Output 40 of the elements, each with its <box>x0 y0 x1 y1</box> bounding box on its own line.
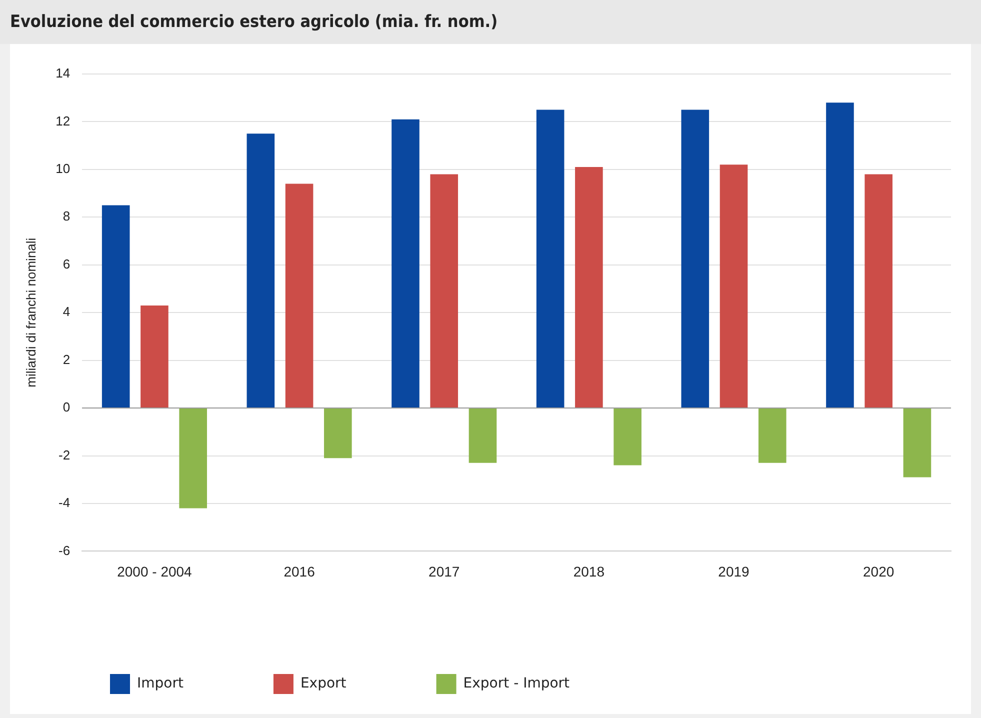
y-tick-label: 8 <box>62 208 70 224</box>
y-tick-label: -4 <box>58 495 70 510</box>
y-tick-label: -6 <box>58 542 70 558</box>
x-tick-label: 2016 <box>284 563 316 580</box>
y-tick-label: 10 <box>56 161 70 176</box>
y-axis-title: miliardi di franchi nominali <box>23 238 38 388</box>
bar <box>864 174 892 408</box>
bar <box>468 408 497 463</box>
x-tick-label: 2000 - 2004 <box>117 563 192 580</box>
bar <box>285 184 314 408</box>
x-tick-label: 2019 <box>718 563 750 580</box>
y-tick-label: 4 <box>62 304 70 320</box>
bar <box>758 408 786 463</box>
y-tick-label: 6 <box>62 256 70 272</box>
bar <box>392 119 420 408</box>
bar <box>575 167 603 408</box>
y-tick-label: 14 <box>56 66 70 81</box>
y-tick-label: 12 <box>56 113 70 128</box>
bar <box>903 408 932 478</box>
bar <box>536 110 564 408</box>
legend-label: Export <box>300 676 347 692</box>
bar <box>720 164 748 408</box>
chart-title: Evoluzione del commercio estero agricolo (mia. fr. nom.) <box>0 0 981 44</box>
legend-label: Import <box>137 676 184 692</box>
bar <box>430 174 458 408</box>
bar <box>681 110 710 408</box>
bar <box>826 102 854 408</box>
x-tick-label: 2018 <box>573 563 605 580</box>
bar <box>246 134 275 408</box>
bar <box>140 305 168 408</box>
bar <box>614 408 642 466</box>
y-tick-label: 2 <box>62 352 70 367</box>
bar <box>324 408 352 458</box>
bar <box>102 205 130 408</box>
bar <box>179 408 207 508</box>
x-tick-label: 2020 <box>863 563 894 580</box>
y-tick-label: -2 <box>58 447 70 462</box>
x-tick-label: 2017 <box>428 563 460 580</box>
y-tick-label: 0 <box>62 400 70 415</box>
legend-label: Export - Import <box>463 676 570 692</box>
